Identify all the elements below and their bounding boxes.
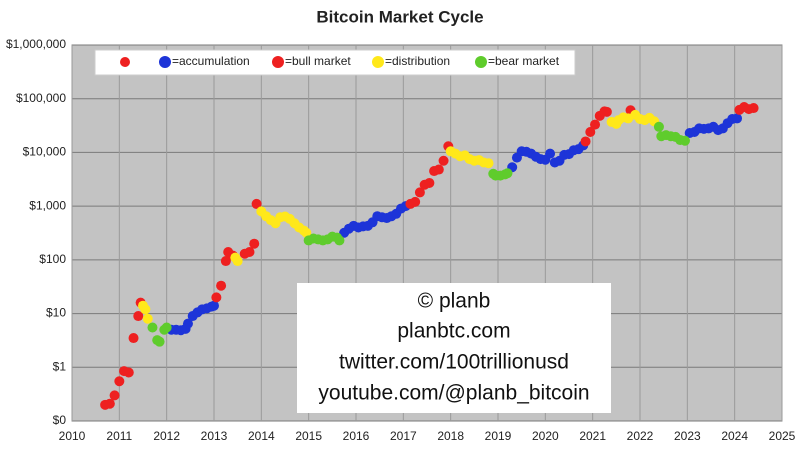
data-point [220, 256, 231, 267]
x-tick-label: 2021 [579, 429, 606, 443]
x-tick-label: 2020 [532, 429, 559, 443]
data-point [244, 247, 255, 258]
data-point [209, 300, 219, 311]
x-tick-label: 2011 [106, 429, 132, 443]
y-tick-label: $0 [53, 413, 67, 427]
data-point [161, 322, 172, 333]
legend-label: =distribution [385, 54, 450, 68]
data-point [679, 135, 690, 146]
data-point [123, 367, 134, 378]
x-tick-label: 2018 [437, 429, 464, 443]
data-point [128, 333, 139, 344]
legend-marker [272, 56, 284, 68]
y-tick-label: $100,000 [16, 91, 66, 105]
data-point [216, 280, 227, 291]
data-point [653, 121, 664, 132]
note-line: youtube.com/@planb_bitcoin [318, 382, 589, 405]
x-tick-label: 2024 [721, 429, 748, 443]
x-tick-label: 2017 [390, 429, 417, 443]
data-point [585, 127, 596, 138]
data-point [601, 106, 612, 117]
data-point [590, 119, 601, 130]
data-point [182, 318, 193, 329]
data-point [140, 304, 151, 315]
data-point [147, 322, 158, 333]
y-tick-label: $100 [39, 252, 66, 266]
data-point [211, 292, 222, 303]
data-point [438, 155, 449, 166]
data-point [249, 238, 260, 249]
data-point [109, 390, 120, 401]
legend-dot [120, 57, 130, 67]
data-point [251, 198, 262, 209]
data-point [154, 336, 165, 347]
data-point [104, 398, 115, 409]
data-point [114, 376, 125, 387]
data-point [232, 256, 243, 267]
x-tick-label: 2012 [153, 429, 180, 443]
note-line: planbtc.com [397, 320, 510, 343]
x-tick-label: 2022 [627, 429, 654, 443]
x-tick-label: 2010 [59, 429, 86, 443]
x-tick-label: 2013 [201, 429, 228, 443]
x-tick-label: 2025 [769, 429, 796, 443]
data-point [410, 196, 421, 207]
data-point [133, 311, 144, 322]
data-point [748, 103, 759, 114]
legend-marker [475, 56, 487, 68]
y-tick-label: $1,000,000 [6, 37, 66, 51]
data-point [502, 168, 513, 179]
legend-marker [159, 56, 171, 68]
x-tick-label: 2015 [295, 429, 322, 443]
note-line: © planb [418, 290, 491, 313]
y-tick-label: $1 [53, 359, 67, 373]
data-point [483, 158, 494, 169]
note-box [297, 283, 611, 413]
legend-label: =accumulation [172, 54, 250, 68]
legend-label: =bull market [285, 54, 351, 68]
data-point [424, 177, 435, 188]
data-point [142, 313, 153, 324]
data-point [334, 235, 345, 246]
legend [94, 49, 576, 76]
legend-marker [372, 56, 384, 68]
x-tick-label: 2014 [248, 429, 275, 443]
legend-label: =bear market [488, 54, 560, 68]
data-point [580, 136, 591, 147]
data-point [545, 148, 556, 159]
data-point [732, 113, 743, 124]
x-tick-label: 2016 [343, 429, 370, 443]
y-tick-label: $10,000 [23, 145, 67, 159]
y-tick-label: $1,000 [29, 198, 66, 212]
data-point [433, 164, 444, 175]
note-line: twitter.com/100trillionusd [339, 351, 569, 374]
x-tick-label: 2023 [674, 429, 701, 443]
x-tick-label: 2019 [485, 429, 512, 443]
data-point [301, 227, 312, 238]
chart-title: Bitcoin Market Cycle [316, 7, 483, 26]
y-tick-label: $10 [46, 306, 66, 320]
data-point [414, 187, 425, 198]
